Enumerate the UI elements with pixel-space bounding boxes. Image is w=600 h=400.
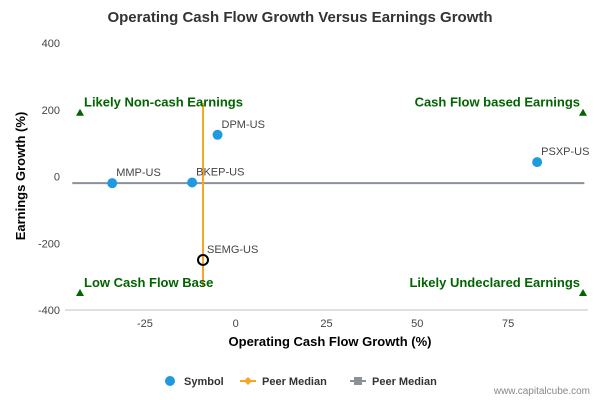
data-point: [187, 177, 198, 188]
y-tick-label: 0: [54, 172, 60, 184]
watermark: www.capitalcube.com: [493, 386, 590, 397]
quadrant-marker-icon: [76, 108, 84, 116]
legend[interactable]: Symbol Peer Median Peer Median: [165, 376, 437, 388]
legend-label: Peer Median: [372, 376, 437, 388]
x-tick-label: 25: [320, 318, 332, 330]
x-tick-label: -25: [137, 318, 153, 330]
x-axis-label: Operating Cash Flow Growth (%): [229, 334, 432, 349]
y-axis-label: Earnings Growth (%): [13, 112, 28, 241]
legend-circle-icon: [165, 376, 175, 386]
quadrant-label: Low Cash Flow Base: [84, 275, 213, 290]
y-tick-label: -400: [38, 305, 60, 317]
x-tick-labels: -25 0 25 50 75: [137, 318, 514, 330]
legend-label: Symbol: [184, 376, 224, 388]
data-point-label: MMP-US: [116, 167, 161, 179]
legend-diamond-icon: [244, 377, 252, 385]
legend-label: Peer Median: [262, 376, 327, 388]
y-tick-label: 400: [42, 38, 60, 50]
data-point-highlight: [197, 253, 210, 266]
data-point: [212, 129, 223, 140]
quadrant-marker-icon: [76, 288, 84, 296]
quadrant-marker-icon: [579, 108, 587, 116]
peer-median-lines: [72, 103, 585, 287]
data-point-label: PSXP-US: [541, 146, 589, 158]
x-tick-label: 75: [502, 318, 514, 330]
y-tick-labels: 400 200 0 -200 -400: [38, 38, 60, 317]
legend-square-icon: [354, 377, 362, 385]
chart-title: Operating Cash Flow Growth Versus Earnin…: [107, 9, 492, 26]
data-point: [107, 178, 118, 189]
data-points: DPM-US PSXP-US MMP-US BKEP-US SEMG-US: [107, 119, 589, 266]
quadrant-label: Likely Undeclared Earnings: [409, 275, 580, 290]
y-tick-label: -200: [38, 238, 60, 250]
data-point-label: DPM-US: [222, 119, 265, 131]
quadrant-label: Cash Flow based Earnings: [415, 95, 580, 110]
data-point: [532, 157, 543, 168]
data-point-label: SEMG-US: [207, 244, 258, 256]
y-tick-label: 200: [42, 105, 60, 117]
x-tick-label: 0: [233, 318, 239, 330]
quadrant-label: Likely Non-cash Earnings: [84, 95, 243, 110]
quadrant-labels: Likely Non-cash Earnings Cash Flow based …: [76, 95, 587, 296]
data-point-label: BKEP-US: [196, 167, 244, 179]
x-tick-label: 50: [411, 318, 423, 330]
quadrant-marker-icon: [579, 288, 587, 296]
